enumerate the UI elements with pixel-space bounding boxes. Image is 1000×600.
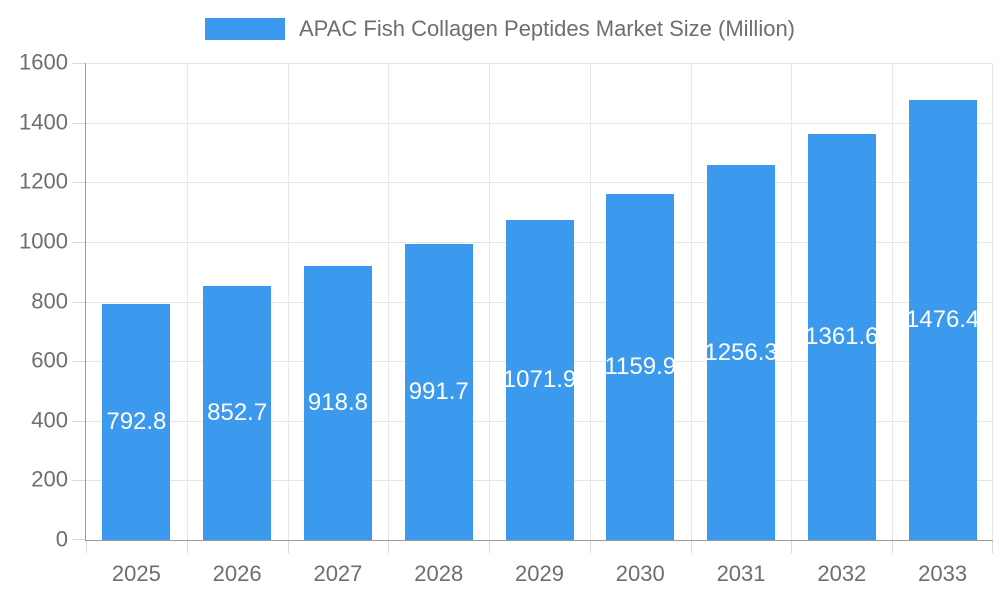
bar-value-label: 1159.9 bbox=[604, 353, 677, 381]
gridline-v bbox=[287, 63, 289, 540]
bar-2033[interactable] bbox=[908, 99, 977, 540]
x-tick-label: 2031 bbox=[716, 561, 766, 586]
x-tick-label: 2028 bbox=[414, 561, 464, 586]
bar-2029[interactable] bbox=[505, 220, 574, 540]
legend-swatch bbox=[205, 18, 285, 40]
x-axis-tick bbox=[690, 541, 692, 553]
y-tick-label: 200 bbox=[31, 466, 68, 492]
gridline-h bbox=[86, 122, 993, 124]
x-axis-tick bbox=[992, 541, 993, 553]
y-tick-label: 1400 bbox=[19, 109, 68, 135]
gridline-v bbox=[690, 63, 692, 540]
bar-value-label: 1476.4 bbox=[905, 305, 980, 333]
x-axis-tick bbox=[388, 541, 390, 553]
bar-2031[interactable] bbox=[707, 165, 776, 540]
x-tick-label: 2030 bbox=[615, 561, 665, 586]
x-axis-tick bbox=[892, 541, 894, 553]
y-axis-tick bbox=[72, 122, 85, 124]
gridline-v bbox=[791, 63, 793, 540]
bar-2025[interactable] bbox=[102, 303, 171, 540]
y-tick-label: 400 bbox=[31, 407, 68, 433]
x-axis-tick bbox=[791, 541, 793, 553]
y-tick-label: 1000 bbox=[19, 228, 68, 254]
gridline-h bbox=[86, 182, 993, 184]
x-axis-tick bbox=[86, 541, 87, 553]
bar-value-label: 792.8 bbox=[106, 407, 167, 435]
gridline-v bbox=[892, 63, 894, 540]
x-axis-tick bbox=[489, 541, 491, 553]
x-tick-label: 2027 bbox=[313, 561, 363, 586]
x-tick-label: 2026 bbox=[212, 561, 262, 586]
x-tick-label: 2032 bbox=[817, 561, 867, 586]
bar-2032[interactable] bbox=[807, 134, 876, 540]
chart-legend[interactable]: APAC Fish Collagen Peptides Market Size … bbox=[0, 16, 1000, 42]
x-tick-label: 2025 bbox=[111, 561, 161, 586]
y-tick-label: 1600 bbox=[19, 49, 68, 75]
y-axis-tick bbox=[72, 420, 85, 422]
y-axis-tick bbox=[72, 63, 85, 64]
y-axis-tick bbox=[72, 182, 85, 184]
bar-value-label: 918.8 bbox=[307, 389, 368, 417]
bar-2028[interactable] bbox=[404, 244, 473, 540]
y-axis-tick bbox=[72, 241, 85, 243]
gridline-v bbox=[388, 63, 390, 540]
bar-2027[interactable] bbox=[303, 266, 372, 540]
bar-value-label: 1256.3 bbox=[704, 338, 778, 366]
gridline-v bbox=[589, 63, 591, 540]
y-axis-tick bbox=[72, 480, 85, 482]
y-axis-tick bbox=[72, 361, 85, 363]
x-tick-label: 2029 bbox=[515, 561, 564, 586]
bar-2026[interactable] bbox=[203, 285, 272, 540]
bar-value-label: 1071.9 bbox=[502, 366, 577, 394]
gridline-v bbox=[489, 63, 491, 540]
gridline-h bbox=[86, 63, 993, 64]
gridline-v bbox=[992, 63, 993, 540]
x-axis-tick bbox=[186, 541, 188, 553]
y-axis-tick bbox=[72, 301, 85, 303]
bar-value-label: 852.7 bbox=[207, 398, 268, 426]
legend-label: APAC Fish Collagen Peptides Market Size … bbox=[299, 16, 795, 41]
bar-value-label: 1361.6 bbox=[805, 323, 879, 351]
x-tick-label: 2033 bbox=[918, 561, 968, 586]
x-axis-tick bbox=[589, 541, 591, 553]
plot-area: 0 200 400 600 800 1000 1200 1400 1600 792.8 2025 85… bbox=[19, 49, 993, 586]
y-tick-label: 0 bbox=[55, 526, 68, 552]
bar-value-label: 991.7 bbox=[408, 378, 469, 406]
y-tick-label: 1200 bbox=[19, 168, 68, 194]
y-tick-label: 800 bbox=[31, 287, 68, 313]
x-axis-tick bbox=[287, 541, 289, 553]
bar-2030[interactable] bbox=[606, 194, 675, 540]
y-axis-tick bbox=[72, 539, 85, 540]
gridline-v bbox=[186, 63, 188, 540]
y-tick-label: 600 bbox=[31, 347, 68, 373]
